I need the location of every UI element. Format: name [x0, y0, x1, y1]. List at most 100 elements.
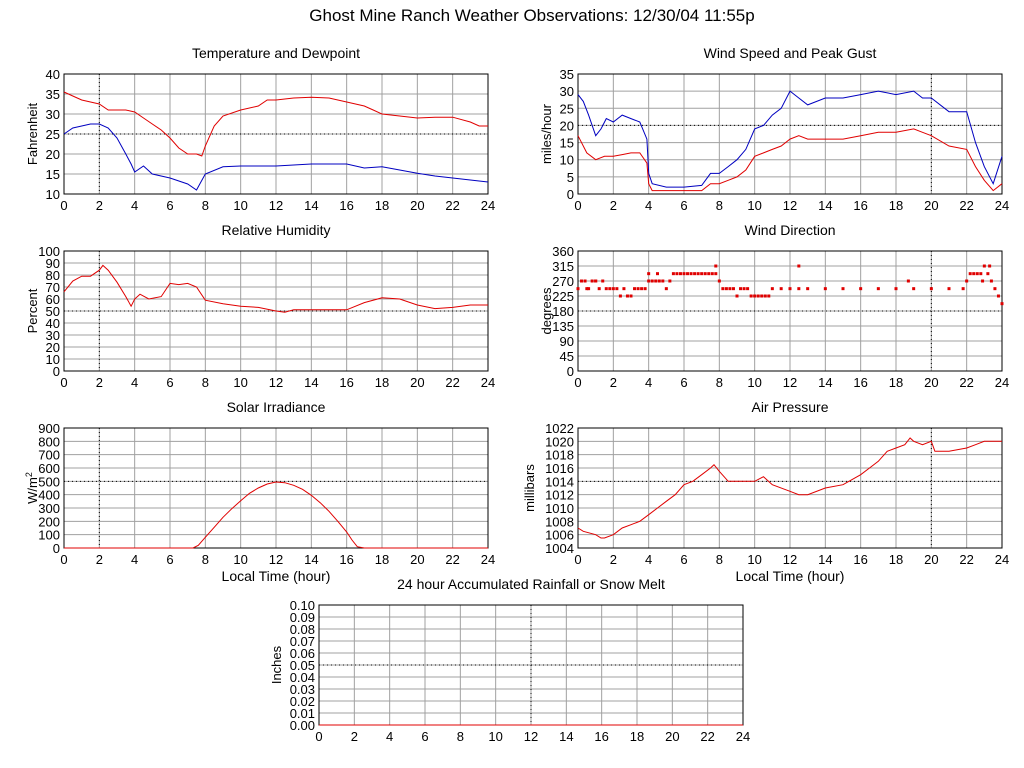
x-tick-label: 8: [202, 198, 209, 213]
x-tick-label: 4: [131, 375, 138, 390]
x-tick-label: 18: [375, 198, 389, 213]
chart-title: Air Pressure: [751, 399, 828, 415]
y-tick-label: 0: [567, 187, 574, 202]
x-tick-label: 4: [645, 375, 652, 390]
y-tick-label: 0.08: [290, 622, 315, 637]
data-point: [650, 279, 654, 283]
data-point: [693, 272, 697, 276]
series-line-red: [577, 128, 1003, 192]
y-tick-label: 10: [46, 352, 60, 367]
data-point: [906, 279, 910, 283]
x-tick-label: 10: [747, 198, 761, 213]
plot-frame: [63, 427, 489, 549]
data-point: [996, 294, 1000, 298]
data-point: [797, 287, 801, 291]
data-point: [656, 272, 659, 276]
y-tick-label: 0: [53, 364, 60, 379]
y-tick-label: 15: [46, 167, 60, 182]
y-tick-label: 0.00: [290, 718, 315, 733]
data-point: [590, 279, 594, 283]
x-tick-label: 0: [60, 198, 67, 213]
data-point: [739, 287, 743, 291]
x-tick-label: 20: [410, 198, 424, 213]
y-tick-label: 1010: [545, 501, 574, 516]
data-point: [604, 287, 608, 291]
data-point: [615, 287, 619, 291]
y-tick-label: 300: [38, 501, 60, 516]
data-point: [696, 272, 700, 276]
data-point: [788, 287, 792, 291]
x-tick-label: 10: [233, 552, 247, 567]
data-point: [576, 287, 580, 291]
data-point: [859, 287, 863, 291]
chart-title: Temperature and Dewpoint: [192, 45, 360, 61]
chart-title: Wind Speed and Peak Gust: [704, 45, 877, 61]
y-axis-label: millibars: [522, 464, 537, 512]
data-point: [753, 294, 757, 298]
data-point: [587, 287, 591, 291]
x-tick-label: 24: [736, 729, 750, 744]
y-tick-label: 1006: [545, 528, 574, 543]
page-title: Ghost Mine Ranch Weather Observations: 1…: [309, 6, 755, 25]
x-tick-label: 22: [445, 552, 459, 567]
x-tick-label: 10: [233, 375, 247, 390]
x-tick-label: 8: [457, 729, 464, 744]
data-point: [728, 287, 732, 291]
data-point: [703, 272, 707, 276]
data-point: [797, 264, 801, 268]
x-tick-label: 18: [375, 552, 389, 567]
series-line-red: [577, 437, 1002, 539]
x-tick-label: 14: [559, 729, 573, 744]
y-axis-label-superscript: 2: [24, 472, 34, 477]
y-tick-label: 400: [38, 488, 60, 503]
y-tick-label: 1018: [545, 448, 574, 463]
y-tick-label: 80: [46, 268, 60, 283]
plot-frame: [577, 427, 1003, 549]
x-tick-label: 18: [375, 375, 389, 390]
data-point: [661, 279, 665, 283]
y-tick-label: 20: [46, 147, 60, 162]
y-tick-label: 360: [552, 244, 574, 259]
x-tick-label: 4: [131, 198, 138, 213]
x-tick-label: 8: [716, 552, 723, 567]
x-tick-label: 4: [645, 198, 652, 213]
series-line-red: [64, 481, 488, 549]
data-point: [894, 287, 898, 291]
data-point: [654, 279, 658, 283]
x-tick-label: 6: [680, 375, 687, 390]
x-tick-label: 16: [339, 198, 353, 213]
chart-title: Solar Irradiance: [227, 399, 326, 415]
x-tick-label: 22: [959, 375, 973, 390]
data-point: [982, 264, 986, 268]
y-tick-label: 40: [46, 67, 60, 82]
x-tick-label: 12: [524, 729, 538, 744]
x-tick-label: 24: [481, 198, 495, 213]
x-tick-label: 24: [995, 198, 1009, 213]
x-tick-label: 14: [304, 375, 318, 390]
x-tick-label: 2: [610, 198, 617, 213]
x-tick-label: 22: [445, 375, 459, 390]
y-tick-label: 200: [38, 514, 60, 529]
x-tick-label: 10: [747, 375, 761, 390]
x-tick-label: 2: [96, 198, 103, 213]
x-tick-label: 8: [202, 552, 209, 567]
x-tick-label: 20: [665, 729, 679, 744]
data-point: [710, 272, 714, 276]
data-point: [714, 264, 718, 268]
y-tick-label: 5: [567, 170, 574, 185]
y-tick-label: 100: [38, 528, 60, 543]
data-point: [700, 272, 704, 276]
y-tick-label: 0.02: [290, 694, 315, 709]
x-tick-label: 10: [747, 552, 761, 567]
data-point: [707, 272, 711, 276]
x-tick-label: 24: [481, 375, 495, 390]
y-tick-label: 1004: [545, 541, 574, 556]
y-tick-label: 0.09: [290, 610, 315, 625]
data-point: [657, 279, 661, 283]
x-tick-label: 4: [131, 552, 138, 567]
x-tick-label: 14: [818, 375, 832, 390]
x-tick-label: 14: [304, 198, 318, 213]
data-point: [583, 279, 587, 283]
data-point: [636, 287, 640, 291]
